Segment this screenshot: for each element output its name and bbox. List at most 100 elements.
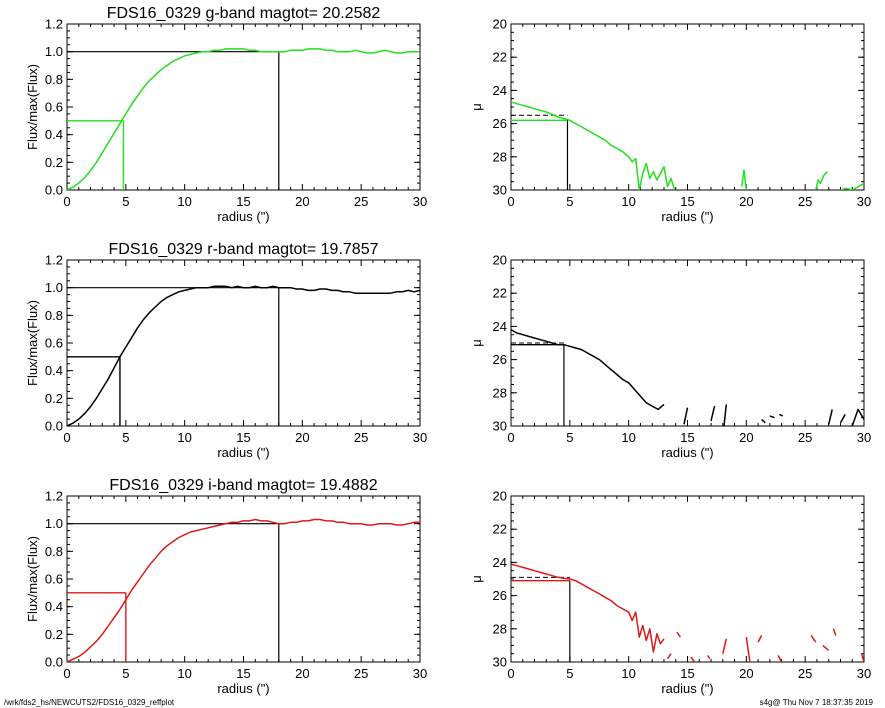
x-tick-label: 20 — [739, 194, 753, 209]
chart-panel-5: 0 5 10 15 20 25 30 0.0 0.2 0.4 0.6 0.8 1.0 1.2 radius … — [25, 477, 427, 696]
y-tick-label: 28 — [493, 621, 507, 636]
y-tick-label: 24 — [493, 555, 507, 570]
x-tick-label: 5 — [122, 430, 129, 445]
y-tick-label: 30 — [493, 183, 507, 198]
x-tick-label: 5 — [122, 666, 129, 681]
data-series-line — [778, 413, 784, 417]
y-tick-label: 0.2 — [45, 155, 63, 170]
data-series-line — [706, 654, 711, 660]
x-tick-label: 20 — [295, 194, 309, 209]
data-series-line — [676, 631, 682, 638]
x-tick-label: 25 — [798, 194, 812, 209]
y-tick-label: 0.8 — [45, 544, 63, 559]
data-series-line — [511, 329, 665, 411]
data-series-line — [683, 407, 689, 425]
x-tick-label: 30 — [857, 194, 871, 209]
y-tick-label: 28 — [493, 385, 507, 400]
x-tick-label: 15 — [680, 194, 694, 209]
x-tick-label: 5 — [566, 666, 573, 681]
y-tick-label: 1.2 — [45, 17, 63, 32]
panel-title: FDS16_0329 i-band magtot= 19.4882 — [109, 477, 377, 494]
x-axis-label: radius (") — [661, 681, 713, 696]
panel-title: FDS16_0329 r-band magtot= 19.7857 — [109, 241, 379, 258]
x-axis-label: radius (") — [217, 445, 269, 460]
y-tick-label: 26 — [493, 352, 507, 367]
chart-panel-4: 0 5 10 15 20 25 30 20 22 24 26 28 30 radius (") μ — [469, 253, 871, 461]
data-series-line — [761, 418, 766, 424]
x-tick-label: 0 — [507, 194, 514, 209]
data-series-line — [511, 101, 676, 190]
x-tick-label: 5 — [566, 430, 573, 445]
data-series-line — [810, 634, 817, 643]
x-tick-label: 30 — [413, 430, 427, 445]
y-tick-label: 0.0 — [45, 655, 63, 670]
x-tick-label: 30 — [413, 666, 427, 681]
y-tick-label: 0.6 — [45, 100, 63, 115]
y-axis-label: Flux/max(Flux) — [25, 64, 40, 150]
y-tick-label: 20 — [493, 17, 507, 32]
x-tick-label: 10 — [621, 666, 635, 681]
x-tick-label: 0 — [63, 430, 70, 445]
plot-area — [67, 48, 420, 190]
x-axis-label: radius (") — [661, 445, 713, 460]
y-tick-label: 24 — [493, 83, 507, 98]
plot-area — [511, 563, 864, 662]
x-tick-label: 15 — [680, 666, 694, 681]
data-series-line — [511, 563, 665, 653]
y-tick-label: 30 — [493, 655, 507, 670]
data-series-line — [67, 518, 420, 662]
y-tick-label: 30 — [493, 419, 507, 434]
y-tick-label: 0.4 — [45, 599, 63, 614]
x-tick-label: 15 — [236, 666, 250, 681]
x-tick-label: 25 — [354, 430, 368, 445]
y-tick-label: 0.0 — [45, 183, 63, 198]
y-axis-label: Flux/max(Flux) — [25, 536, 40, 622]
x-tick-label: 10 — [621, 194, 635, 209]
chart-panel-3: 0 5 10 15 20 25 30 0.0 0.2 0.4 0.6 0.8 1.0 1.2 radius … — [25, 241, 427, 460]
x-tick-label: 20 — [295, 430, 309, 445]
y-tick-label: 0.8 — [45, 308, 63, 323]
x-axis-label: radius (") — [217, 209, 269, 224]
y-tick-label: 0.4 — [45, 127, 63, 142]
y-tick-label: 0.6 — [45, 572, 63, 587]
x-axis-label: radius (") — [661, 209, 713, 224]
data-series-line — [827, 409, 833, 425]
x-tick-label: 10 — [177, 430, 191, 445]
x-tick-label: 20 — [295, 666, 309, 681]
plot-area — [511, 329, 864, 426]
x-tick-label: 25 — [354, 194, 368, 209]
footer-stamp: s4g@ Thu Nov 7 18:37:35 2019 — [759, 698, 873, 707]
y-tick-label: 26 — [493, 116, 507, 131]
x-axis-label: radius (") — [217, 681, 269, 696]
y-tick-label: 22 — [493, 522, 507, 537]
chart-panel-1: 0 5 10 15 20 25 30 0.0 0.2 0.4 0.6 0.8 1.0 1.2 radius … — [25, 5, 427, 224]
data-series-line — [710, 405, 716, 422]
y-tick-label: 20 — [493, 489, 507, 504]
plot-area — [67, 285, 420, 426]
y-tick-label: 0.8 — [45, 72, 63, 87]
x-tick-label: 15 — [680, 430, 694, 445]
plot-frame — [510, 23, 865, 191]
y-tick-label: 1.0 — [45, 280, 63, 295]
y-tick-label: 1.2 — [45, 489, 63, 504]
x-tick-label: 20 — [739, 666, 753, 681]
data-series-line — [690, 656, 696, 662]
data-series-line — [740, 169, 748, 190]
x-tick-label: 10 — [177, 194, 191, 209]
y-tick-label: 28 — [493, 149, 507, 164]
x-tick-label: 25 — [798, 430, 812, 445]
y-tick-label: 20 — [493, 253, 507, 268]
data-series-line — [769, 415, 775, 419]
x-tick-label: 10 — [621, 430, 635, 445]
data-series-line — [666, 653, 672, 660]
x-tick-label: 15 — [236, 194, 250, 209]
x-tick-label: 0 — [63, 666, 70, 681]
y-axis-label: μ — [469, 575, 484, 583]
chart-panel-6: 0 5 10 15 20 25 30 20 22 24 26 28 30 radius (") μ — [469, 489, 871, 697]
y-tick-label: 0.6 — [45, 336, 63, 351]
data-series-line — [757, 635, 763, 643]
plot-frame — [510, 495, 865, 663]
data-series-line — [839, 414, 846, 424]
x-tick-label: 30 — [857, 430, 871, 445]
